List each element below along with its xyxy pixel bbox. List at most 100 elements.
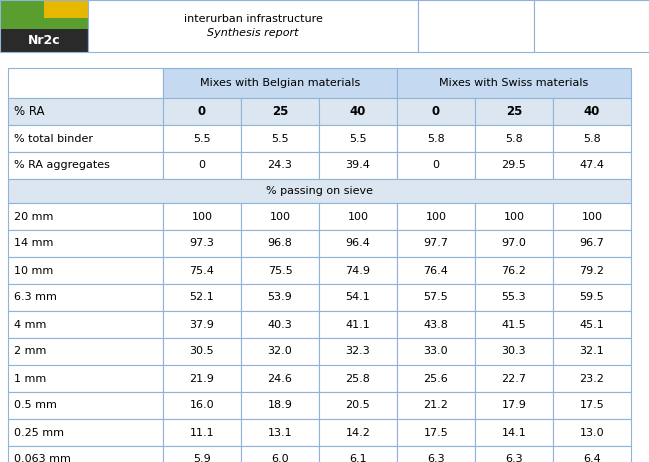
- Bar: [163, 365, 241, 392]
- Text: Mixes with Belgian materials: Mixes with Belgian materials: [200, 78, 360, 88]
- Bar: [397, 125, 475, 152]
- Text: 4 mm: 4 mm: [14, 320, 46, 329]
- Bar: [553, 392, 631, 419]
- Text: 96.8: 96.8: [267, 238, 293, 249]
- Text: 75.5: 75.5: [267, 266, 293, 275]
- Bar: [319, 257, 397, 284]
- Bar: [0, 0, 88, 29]
- Bar: [8, 203, 163, 230]
- Bar: [163, 125, 241, 152]
- Text: interurban infrastructure: interurban infrastructure: [184, 14, 323, 24]
- Text: 0: 0: [432, 160, 439, 170]
- Bar: [163, 257, 241, 284]
- Bar: [163, 152, 241, 179]
- Text: 20 mm: 20 mm: [14, 212, 53, 221]
- Bar: [163, 392, 241, 419]
- Text: 32.1: 32.1: [580, 346, 604, 357]
- Text: 30.3: 30.3: [502, 346, 526, 357]
- Text: 97.3: 97.3: [190, 238, 214, 249]
- Bar: [418, 0, 533, 52]
- Bar: [241, 125, 319, 152]
- Bar: [319, 446, 397, 462]
- Bar: [8, 230, 163, 257]
- Text: 11.1: 11.1: [190, 427, 214, 438]
- Bar: [475, 125, 553, 152]
- Bar: [319, 284, 397, 311]
- Bar: [475, 446, 553, 462]
- Text: 75.4: 75.4: [190, 266, 214, 275]
- Text: 6.3: 6.3: [427, 455, 445, 462]
- Text: 59.5: 59.5: [580, 292, 604, 303]
- Bar: [319, 230, 397, 257]
- Bar: [553, 203, 631, 230]
- Text: 25.6: 25.6: [424, 373, 448, 383]
- Text: 17.9: 17.9: [502, 401, 526, 411]
- Bar: [553, 230, 631, 257]
- Bar: [397, 68, 631, 98]
- Bar: [8, 365, 163, 392]
- Text: Nr2c: Nr2c: [28, 34, 60, 47]
- Bar: [163, 284, 241, 311]
- Text: 0: 0: [432, 105, 440, 118]
- Text: 5.8: 5.8: [583, 134, 601, 144]
- Bar: [8, 419, 163, 446]
- Text: 0.063 mm: 0.063 mm: [14, 455, 71, 462]
- Text: 47.4: 47.4: [580, 160, 604, 170]
- Bar: [319, 98, 397, 125]
- Bar: [241, 98, 319, 125]
- Bar: [8, 338, 163, 365]
- Bar: [163, 311, 241, 338]
- Text: 1 mm: 1 mm: [14, 373, 46, 383]
- Bar: [397, 152, 475, 179]
- Bar: [241, 392, 319, 419]
- Text: 10 mm: 10 mm: [14, 266, 53, 275]
- Bar: [241, 203, 319, 230]
- Text: % total binder: % total binder: [14, 134, 93, 144]
- Text: % RA: % RA: [14, 105, 45, 118]
- Bar: [475, 311, 553, 338]
- Text: 57.5: 57.5: [424, 292, 448, 303]
- Bar: [8, 257, 163, 284]
- Bar: [553, 419, 631, 446]
- Text: 0.25 mm: 0.25 mm: [14, 427, 64, 438]
- Text: % passing on sieve: % passing on sieve: [266, 186, 373, 196]
- Bar: [397, 98, 475, 125]
- Text: 14 mm: 14 mm: [14, 238, 53, 249]
- Text: 17.5: 17.5: [424, 427, 448, 438]
- Bar: [319, 392, 397, 419]
- Text: 13.0: 13.0: [580, 427, 604, 438]
- Text: 37.9: 37.9: [190, 320, 214, 329]
- Text: 39.4: 39.4: [345, 160, 371, 170]
- Text: 32.0: 32.0: [267, 346, 293, 357]
- Bar: [8, 179, 631, 203]
- Bar: [475, 230, 553, 257]
- Text: 25: 25: [506, 105, 522, 118]
- Bar: [163, 98, 241, 125]
- Bar: [319, 419, 397, 446]
- Bar: [241, 230, 319, 257]
- Bar: [533, 0, 649, 52]
- Text: 100: 100: [426, 212, 447, 221]
- Bar: [8, 392, 163, 419]
- Bar: [397, 230, 475, 257]
- Text: 6.1: 6.1: [349, 455, 367, 462]
- Bar: [319, 365, 397, 392]
- Text: 41.5: 41.5: [502, 320, 526, 329]
- Bar: [0, 29, 88, 52]
- Text: 17.5: 17.5: [580, 401, 604, 411]
- Text: 79.2: 79.2: [580, 266, 604, 275]
- Bar: [397, 419, 475, 446]
- Bar: [475, 257, 553, 284]
- Bar: [163, 338, 241, 365]
- Text: 5.5: 5.5: [193, 134, 211, 144]
- Text: 30.5: 30.5: [190, 346, 214, 357]
- Text: 25: 25: [272, 105, 288, 118]
- Text: 96.7: 96.7: [580, 238, 604, 249]
- Text: 5.5: 5.5: [271, 134, 289, 144]
- Bar: [163, 203, 241, 230]
- Text: 100: 100: [582, 212, 602, 221]
- Text: 13.1: 13.1: [267, 427, 292, 438]
- Text: 43.8: 43.8: [424, 320, 448, 329]
- Bar: [553, 284, 631, 311]
- Text: 76.2: 76.2: [502, 266, 526, 275]
